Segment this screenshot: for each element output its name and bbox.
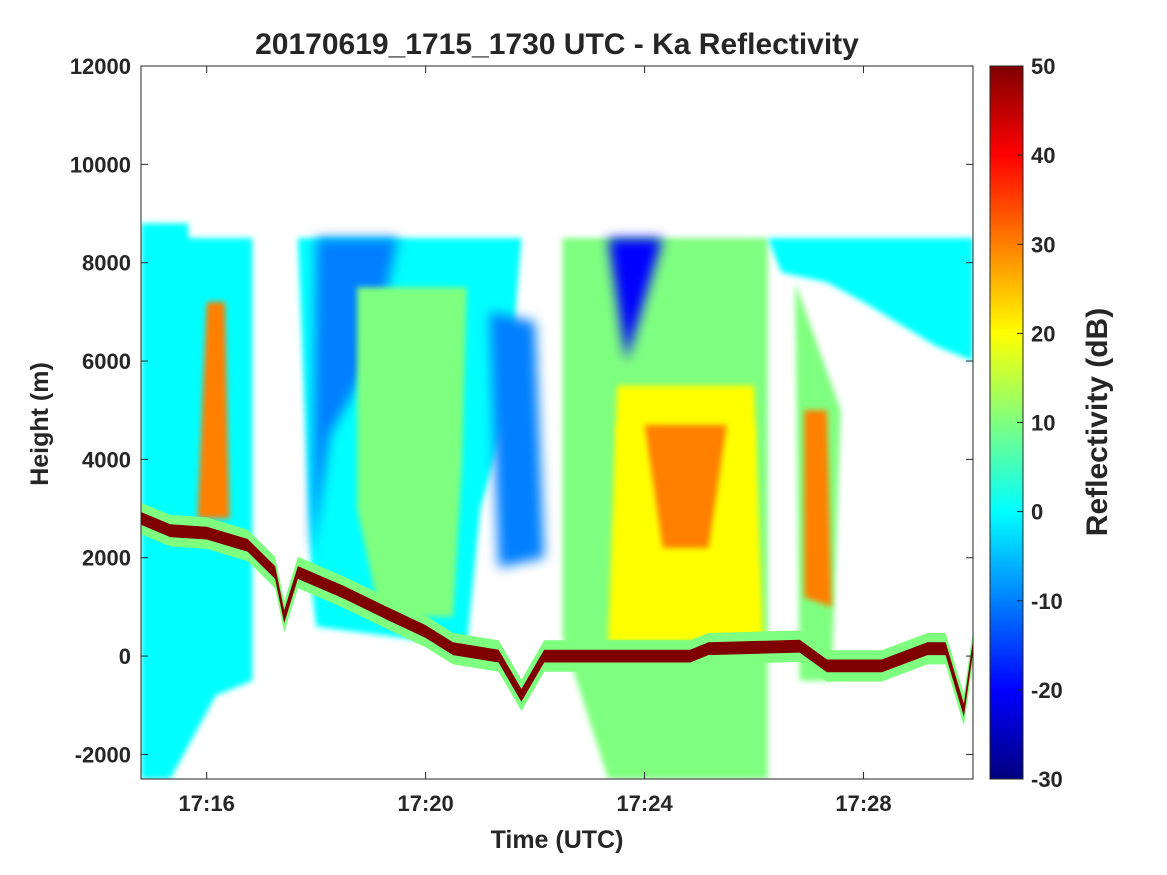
y-axis-label: Height (m) [26,362,54,486]
echo-region [197,302,230,519]
surface-return-halo [141,502,973,726]
colorbar-tick-label: 50 [1031,54,1055,79]
y-tick-label: 4000 [82,447,131,472]
chart-title: 20170619_1715_1730 UTC - Ka Reflectivity [255,28,859,61]
colorbar-tick-label: 10 [1031,411,1055,436]
colorbar-label: Reflectivity (dB) [1081,308,1114,536]
colorbar-tick-label: 30 [1031,232,1055,257]
plot-area [140,65,974,780]
surface-return [141,512,973,717]
y-tick-label: 6000 [82,349,131,374]
y-tick-label: -2000 [75,742,131,767]
colorbar-tick-label: -30 [1031,767,1063,792]
echo-region [804,410,832,607]
echo-region [644,425,727,548]
x-axis-label: Time (UTC) [491,826,624,854]
echo-region [489,311,545,568]
y-tick-label: 12000 [70,54,131,79]
y-axis: -2000 0 2000 4000 6000 8000 10000 12000 [70,54,973,767]
reflectivity-field [141,223,973,779]
y-tick-label: 0 [119,644,131,669]
x-axis: 17:16 17:20 17:24 17:28 [179,66,892,816]
echo-region [357,287,467,617]
colorbar-tick-label: 0 [1031,500,1043,525]
y-tick-label: 2000 [82,546,131,571]
colorbar-tick-label: 40 [1031,143,1055,168]
colorbar-tick-label: 20 [1031,321,1055,346]
y-tick-label: 10000 [70,152,131,177]
echo-region [608,238,663,361]
colorbar-ticks: -30 -20 -10 0 10 20 30 40 50 [1017,54,1063,792]
echo-region [767,238,973,361]
plot-frame [140,65,974,780]
x-tick-label: 17:24 [616,791,673,816]
y-tick-label: 8000 [82,251,131,276]
x-tick-label: 17:20 [397,791,453,816]
colorbar: -30 -20 -10 0 10 20 30 40 50 Reflectivity (dB) [989,54,1114,792]
x-tick-label: 17:16 [179,791,235,816]
colorbar-tick-label: -10 [1031,589,1063,614]
x-tick-label: 17:28 [835,791,891,816]
colorbar-tick-label: -20 [1031,678,1063,703]
